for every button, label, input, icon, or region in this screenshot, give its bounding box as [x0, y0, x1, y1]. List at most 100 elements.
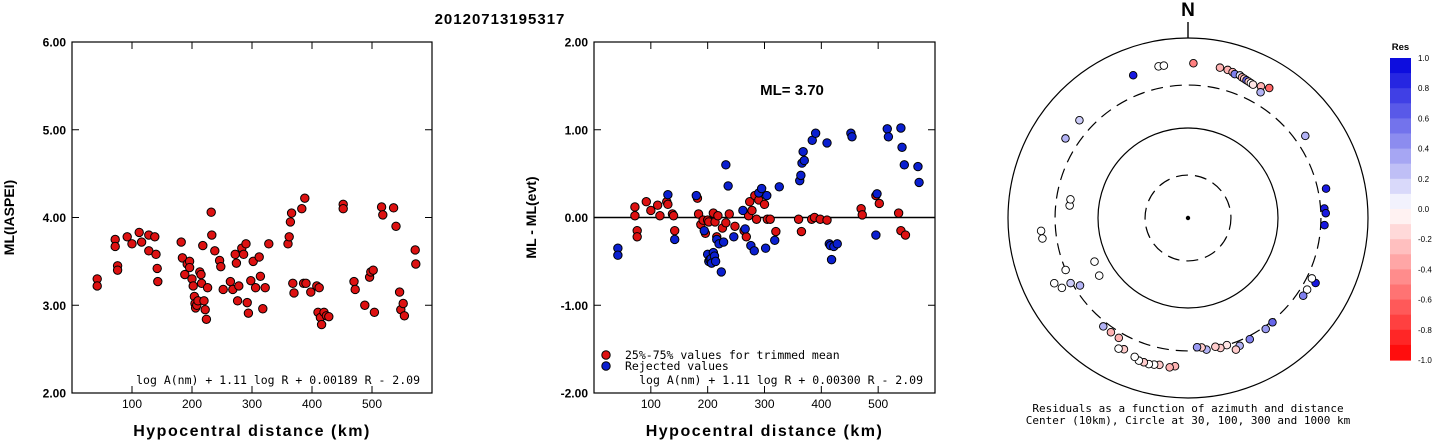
- station-magnitude-point: [153, 276, 163, 287]
- accepted-residual-point: [857, 210, 867, 220]
- station-residual-point: [1307, 274, 1317, 283]
- accepted-residual-point: [900, 230, 911, 240]
- accepted-residual-point: [670, 225, 680, 236]
- rejected-residual-point: [832, 239, 842, 249]
- station-magnitude-point: [241, 239, 251, 249]
- station-magnitude-point: [218, 284, 228, 295]
- station-magnitude-point: [300, 193, 310, 203]
- station-residual-point: [1066, 195, 1075, 204]
- station-magnitude-point: [378, 210, 388, 220]
- accepted-residual-point: [641, 197, 651, 207]
- x-tick-label: 400: [302, 397, 322, 411]
- y-tick-label: -1.00: [561, 299, 589, 313]
- station-magnitude-point: [184, 262, 195, 273]
- rejected-residual-point: [721, 160, 731, 170]
- rejected-residual-point: [762, 190, 772, 201]
- station-magnitude-point: [264, 239, 274, 249]
- accepted-residual-point: [663, 199, 673, 210]
- north-label: N: [1181, 0, 1195, 21]
- colorbar-swatch: [1390, 209, 1411, 225]
- azimuth-distance-polar-chart: N Residuals as a function of azimuth and …: [1007, 0, 1369, 427]
- accepted-residual-point: [793, 214, 804, 224]
- station-residual-point: [1075, 281, 1085, 290]
- station-magnitude-point: [368, 265, 378, 275]
- station-magnitude-point: [234, 281, 244, 291]
- station-residual-point: [1159, 61, 1169, 70]
- y-tick-label: 5.00: [43, 123, 67, 137]
- station-magnitude-point: [250, 283, 261, 293]
- epicenter-dot: [1185, 215, 1191, 221]
- legend-label: Rejected values: [625, 359, 729, 373]
- station-residual-point: [1231, 345, 1241, 354]
- station-magnitude-point: [122, 232, 132, 242]
- rejected-residual-point: [799, 155, 809, 166]
- residual-vs-distance-chart: 100 200 300 400 500 -2.00 -1.00 0.00 1.00 2.00 Hyp…: [523, 36, 936, 440]
- accepted-residual-point: [693, 209, 704, 219]
- rejected-residual-point: [798, 146, 808, 157]
- y-tick-label: 2.00: [565, 36, 589, 50]
- rejected-residual-point: [914, 177, 924, 188]
- accepted-residual-point: [747, 205, 757, 216]
- station-residual-point: [1099, 322, 1108, 331]
- accepted-residual-point: [630, 202, 640, 212]
- colorbar-tick-label: -0.6: [1418, 296, 1432, 305]
- station-magnitude-point: [112, 265, 123, 275]
- colorbar-swatch: [1390, 254, 1411, 270]
- colorbar-swatch: [1390, 103, 1411, 119]
- plot-frame: [71, 41, 433, 394]
- station-magnitude-point: [284, 232, 294, 242]
- station-magnitude-point: [201, 314, 212, 324]
- rejected-residual-point: [749, 246, 759, 256]
- rejected-residual-point: [613, 250, 623, 260]
- x-tick-label: 500: [362, 397, 382, 411]
- x-tick-label: 500: [868, 397, 888, 411]
- colorbar-swatch: [1390, 344, 1411, 361]
- x-axis-label: Hypocentral distance (km): [646, 423, 884, 440]
- station-magnitude-point: [306, 287, 316, 297]
- colorbar-swatch: [1390, 329, 1411, 346]
- colorbar-tick-label: -0.2: [1418, 235, 1432, 244]
- station-residual-point: [1321, 208, 1330, 218]
- station-magnitude-point: [150, 232, 160, 242]
- station-residual-point: [1057, 283, 1067, 293]
- accepted-residual-point: [771, 226, 781, 237]
- ml-vs-distance-chart: 100 200 300 400 500 2.00 3.00 4.00 5.00 6.00 Hypoc…: [1, 36, 433, 440]
- station-magnitude-point: [301, 278, 311, 289]
- accepted-residual-point: [741, 232, 752, 242]
- station-magnitude-point: [324, 311, 334, 322]
- station-magnitude-point: [136, 237, 147, 247]
- figure-title: 20120713195317: [435, 11, 566, 28]
- rejected-residual-point: [913, 161, 923, 172]
- distance-ring-30: [1144, 174, 1232, 262]
- station-residual-point: [1211, 342, 1220, 351]
- accepted-residual-point: [796, 226, 807, 237]
- colorbar-swatch: [1390, 269, 1411, 286]
- rejected-residual-point: [716, 267, 727, 277]
- station-residual-point: [1050, 278, 1059, 288]
- station-residual-point: [1036, 226, 1046, 236]
- station-magnitude-point: [134, 227, 144, 238]
- accepted-residual-point: [724, 209, 734, 219]
- station-magnitude-point: [360, 300, 370, 310]
- accepted-residual-point: [632, 232, 642, 242]
- station-magnitude-point: [202, 283, 213, 293]
- rejected-residual-point: [670, 234, 680, 245]
- station-residual-point: [1106, 328, 1116, 337]
- station-residual-point: [1301, 131, 1310, 141]
- colorbar-swatch: [1390, 284, 1411, 301]
- station-magnitude-point: [242, 297, 252, 308]
- station-magnitude-point: [297, 204, 307, 214]
- station-residual-point: [1130, 352, 1139, 362]
- station-magnitude-point: [151, 249, 161, 260]
- station-magnitude-point: [391, 221, 401, 231]
- rejected-residual-point: [691, 190, 701, 201]
- colorbar-swatch: [1390, 314, 1411, 331]
- rejected-residual-point: [810, 128, 821, 138]
- station-residual-point: [1090, 257, 1099, 266]
- station-magnitude-point: [255, 271, 266, 281]
- accepted-residual-point: [745, 197, 755, 207]
- station-magnitude-point: [230, 249, 240, 260]
- station-residual-point: [1066, 278, 1075, 288]
- station-magnitude-point: [127, 239, 137, 249]
- station-residual-point: [1038, 234, 1047, 243]
